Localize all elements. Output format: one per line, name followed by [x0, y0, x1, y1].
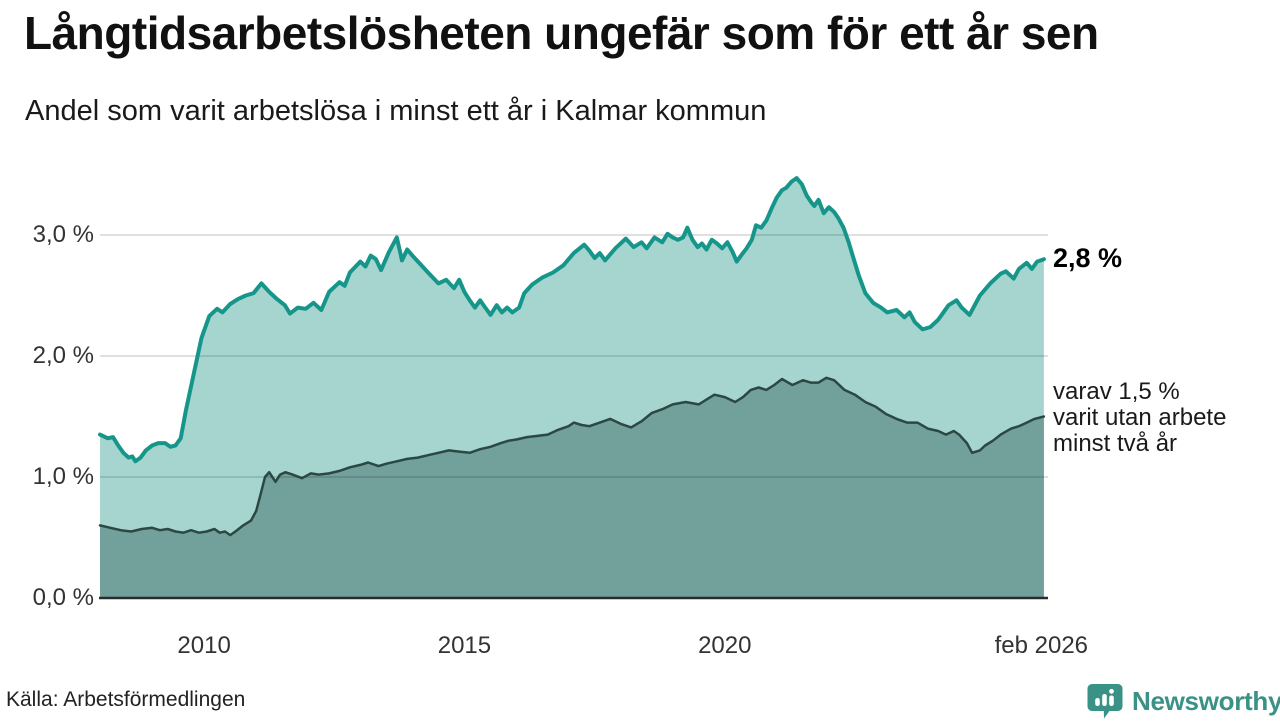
- x-axis-tick-label: 2010: [177, 632, 231, 659]
- newsworthy-logo-icon: [1087, 683, 1123, 719]
- y-axis-tick-label: 0,0 %: [32, 584, 94, 611]
- x-axis-tick-label: 2015: [437, 632, 492, 659]
- series-annotation-label: varav 1,5 % varit utan arbete minst två …: [1053, 378, 1227, 457]
- newsworthy-logo-text: Newsworthy: [1132, 685, 1280, 716]
- x-axis-tick-label: 2020: [698, 632, 752, 659]
- y-axis-tick-label: 2,0 %: [32, 342, 94, 369]
- series-end-value-label: 2,8 %: [1053, 243, 1123, 273]
- x-axis-tick-label: feb 2026: [994, 632, 1089, 659]
- y-axis-tick-label: 3,0 %: [32, 221, 94, 248]
- newsworthy-logo: Newsworthy: [1087, 683, 1280, 719]
- page-subtitle: Andel som varit arbetslösa i minst ett å…: [25, 95, 767, 127]
- source-label: Källa: Arbetsförmedlingen: [6, 688, 246, 711]
- y-axis-tick-label: 1,0 %: [32, 463, 94, 490]
- page-title: Långtidsarbetslösheten ungefär som för e…: [24, 7, 1099, 59]
